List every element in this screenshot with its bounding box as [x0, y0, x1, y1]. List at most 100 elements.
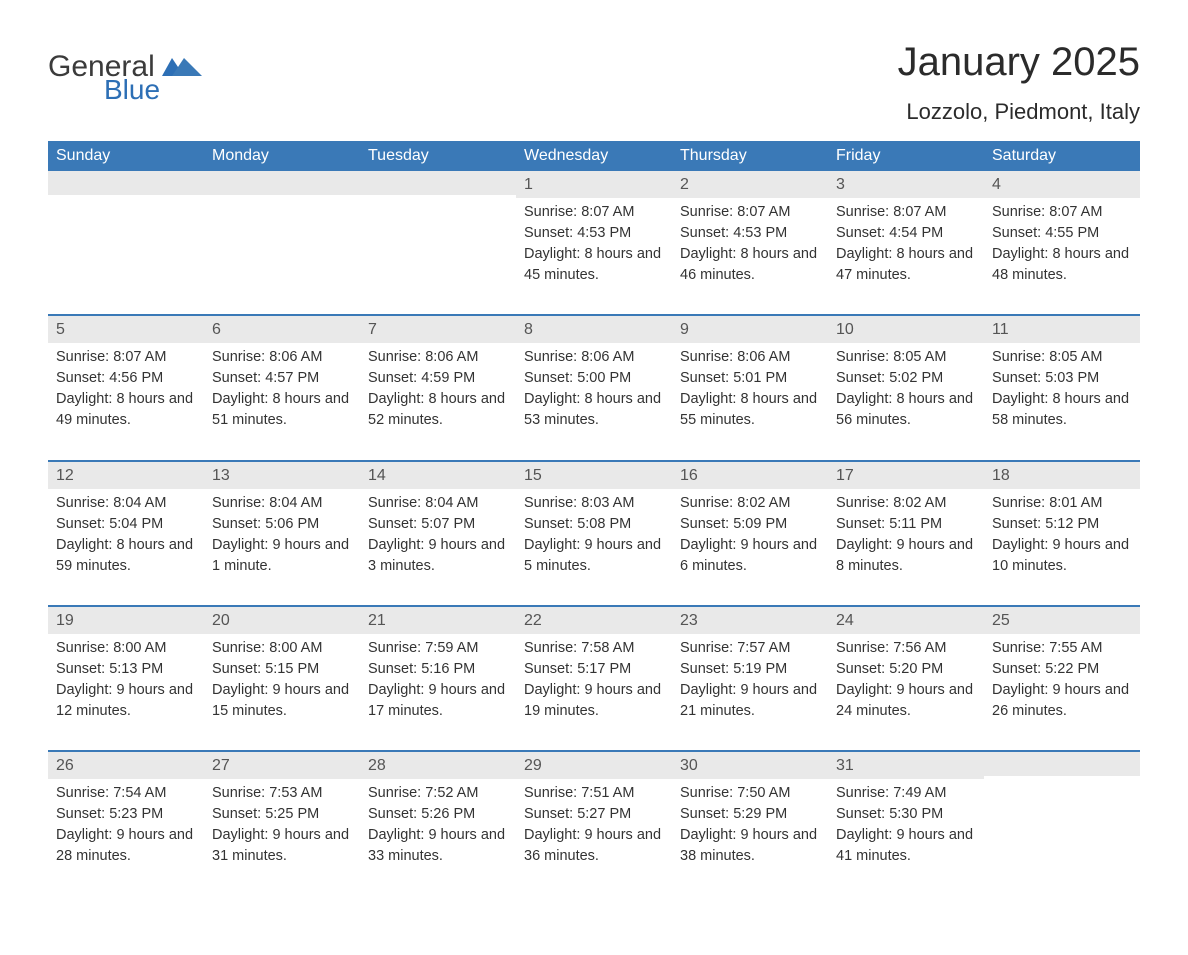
day-number: 30	[672, 752, 828, 779]
sunrise-line: Sunrise: 8:00 AM	[56, 638, 196, 659]
daylight-line: Daylight: 9 hours and 15 minutes.	[212, 680, 352, 722]
daylight-line: Daylight: 8 hours and 46 minutes.	[680, 244, 820, 286]
day-number: 31	[828, 752, 984, 779]
calendar-day-cell: 12Sunrise: 8:04 AMSunset: 5:04 PMDayligh…	[48, 461, 204, 606]
day-number: 1	[516, 171, 672, 198]
day-number: 14	[360, 462, 516, 489]
sunrise-line: Sunrise: 8:02 AM	[680, 493, 820, 514]
sunrise-line: Sunrise: 8:07 AM	[524, 202, 664, 223]
calendar-day-cell: 8Sunrise: 8:06 AMSunset: 5:00 PMDaylight…	[516, 315, 672, 460]
day-number: 16	[672, 462, 828, 489]
calendar-day-cell: 3 Sunrise: 8:07 AMSunset: 4:54 PMDaylight…	[828, 171, 984, 315]
day-of-week-header: Monday	[204, 141, 360, 171]
sunrise-line: Sunrise: 8:04 AM	[212, 493, 352, 514]
day-number: 5	[48, 316, 204, 343]
daylight-line: Daylight: 8 hours and 55 minutes.	[680, 389, 820, 431]
sunset-line: Sunset: 4:56 PM	[56, 368, 196, 389]
day-number: 8	[516, 316, 672, 343]
sunrise-line: Sunrise: 8:02 AM	[836, 493, 976, 514]
sunrise-line: Sunrise: 7:50 AM	[680, 783, 820, 804]
logo-flag-icon	[162, 58, 202, 84]
day-number: 17	[828, 462, 984, 489]
day-number: 3	[828, 171, 984, 198]
sunset-line: Sunset: 5:22 PM	[992, 659, 1132, 680]
sunrise-line: Sunrise: 8:04 AM	[56, 493, 196, 514]
sunset-line: Sunset: 5:04 PM	[56, 514, 196, 535]
calendar-day-cell: 13Sunrise: 8:04 AMSunset: 5:06 PMDayligh…	[204, 461, 360, 606]
daylight-line: Daylight: 9 hours and 17 minutes.	[368, 680, 508, 722]
day-number: 6	[204, 316, 360, 343]
sunrise-line: Sunrise: 8:01 AM	[992, 493, 1132, 514]
day-number: 19	[48, 607, 204, 634]
calendar-day-cell: 21Sunrise: 7:59 AMSunset: 5:16 PMDayligh…	[360, 606, 516, 751]
sunrise-line: Sunrise: 8:05 AM	[836, 347, 976, 368]
sunrise-line: Sunrise: 7:57 AM	[680, 638, 820, 659]
sunset-line: Sunset: 5:23 PM	[56, 804, 196, 825]
calendar-day-cell: 25Sunrise: 7:55 AMSunset: 5:22 PMDayligh…	[984, 606, 1140, 751]
day-number: 11	[984, 316, 1140, 343]
title-block: January 2025 Lozzolo, Piedmont, Italy	[898, 40, 1140, 135]
calendar-day-cell: 7Sunrise: 8:06 AMSunset: 4:59 PMDaylight…	[360, 315, 516, 460]
daylight-line: Daylight: 8 hours and 47 minutes.	[836, 244, 976, 286]
calendar-empty-cell	[48, 171, 204, 315]
sunset-line: Sunset: 5:25 PM	[212, 804, 352, 825]
daylight-line: Daylight: 9 hours and 21 minutes.	[680, 680, 820, 722]
calendar-day-cell: 20Sunrise: 8:00 AMSunset: 5:15 PMDayligh…	[204, 606, 360, 751]
header: General Blue January 2025 Lozzolo, Piedm…	[48, 40, 1140, 135]
calendar-day-cell: 4Sunrise: 8:07 AMSunset: 4:55 PMDaylight…	[984, 171, 1140, 315]
day-number: 21	[360, 607, 516, 634]
day-number: 27	[204, 752, 360, 779]
daylight-line: Daylight: 8 hours and 49 minutes.	[56, 389, 196, 431]
daylight-line: Daylight: 8 hours and 45 minutes.	[524, 244, 664, 286]
sunrise-line: Sunrise: 8:03 AM	[524, 493, 664, 514]
sunset-line: Sunset: 5:09 PM	[680, 514, 820, 535]
day-number: 4	[984, 171, 1140, 198]
empty-day-bar	[360, 171, 516, 195]
sunrise-line: Sunrise: 8:07 AM	[680, 202, 820, 223]
sunset-line: Sunset: 5:15 PM	[212, 659, 352, 680]
day-of-week-header: Tuesday	[360, 141, 516, 171]
sunset-line: Sunset: 5:20 PM	[836, 659, 976, 680]
daylight-line: Daylight: 9 hours and 24 minutes.	[836, 680, 976, 722]
sunset-line: Sunset: 4:54 PM	[836, 223, 976, 244]
calendar-week-row: 26Sunrise: 7:54 AMSunset: 5:23 PMDayligh…	[48, 751, 1140, 895]
sunset-line: Sunset: 5:02 PM	[836, 368, 976, 389]
day-number: 20	[204, 607, 360, 634]
day-number: 29	[516, 752, 672, 779]
sunset-line: Sunset: 5:12 PM	[992, 514, 1132, 535]
sunrise-line: Sunrise: 7:56 AM	[836, 638, 976, 659]
calendar-day-cell: 30Sunrise: 7:50 AMSunset: 5:29 PMDayligh…	[672, 751, 828, 895]
day-number: 28	[360, 752, 516, 779]
daylight-line: Daylight: 9 hours and 8 minutes.	[836, 535, 976, 577]
day-number: 7	[360, 316, 516, 343]
daylight-line: Daylight: 9 hours and 26 minutes.	[992, 680, 1132, 722]
sunrise-line: Sunrise: 8:07 AM	[836, 202, 976, 223]
sunset-line: Sunset: 5:30 PM	[836, 804, 976, 825]
daylight-line: Daylight: 9 hours and 5 minutes.	[524, 535, 664, 577]
calendar-day-cell: 15 Sunrise: 8:03 AMSunset: 5:08 PMDayligh…	[516, 461, 672, 606]
calendar-day-cell: 10Sunrise: 8:05 AMSunset: 5:02 PMDayligh…	[828, 315, 984, 460]
daylight-line: Daylight: 9 hours and 10 minutes.	[992, 535, 1132, 577]
month-title: January 2025	[898, 40, 1140, 85]
daylight-line: Daylight: 9 hours and 12 minutes.	[56, 680, 196, 722]
sunrise-line: Sunrise: 7:55 AM	[992, 638, 1132, 659]
calendar-day-cell: 23Sunrise: 7:57 AMSunset: 5:19 PMDayligh…	[672, 606, 828, 751]
sunrise-line: Sunrise: 7:54 AM	[56, 783, 196, 804]
daylight-line: Daylight: 9 hours and 6 minutes.	[680, 535, 820, 577]
calendar-day-cell: 18 Sunrise: 8:01 AMSunset: 5:12 PMDayligh…	[984, 461, 1140, 606]
calendar-day-cell: 17 Sunrise: 8:02 AMSunset: 5:11 PMDayligh…	[828, 461, 984, 606]
calendar-empty-cell	[984, 751, 1140, 895]
sunrise-line: Sunrise: 7:49 AM	[836, 783, 976, 804]
daylight-line: Daylight: 8 hours and 51 minutes.	[212, 389, 352, 431]
daylight-line: Daylight: 9 hours and 38 minutes.	[680, 825, 820, 867]
sunset-line: Sunset: 5:11 PM	[836, 514, 976, 535]
daylight-line: Daylight: 8 hours and 58 minutes.	[992, 389, 1132, 431]
day-number: 15	[516, 462, 672, 489]
sunset-line: Sunset: 5:08 PM	[524, 514, 664, 535]
calendar-day-cell: 1Sunrise: 8:07 AMSunset: 4:53 PMDaylight…	[516, 171, 672, 315]
day-number: 18	[984, 462, 1140, 489]
day-number: 12	[48, 462, 204, 489]
calendar-day-cell: 28Sunrise: 7:52 AMSunset: 5:26 PMDayligh…	[360, 751, 516, 895]
calendar-day-cell: 5Sunrise: 8:07 AMSunset: 4:56 PMDaylight…	[48, 315, 204, 460]
sunset-line: Sunset: 5:01 PM	[680, 368, 820, 389]
